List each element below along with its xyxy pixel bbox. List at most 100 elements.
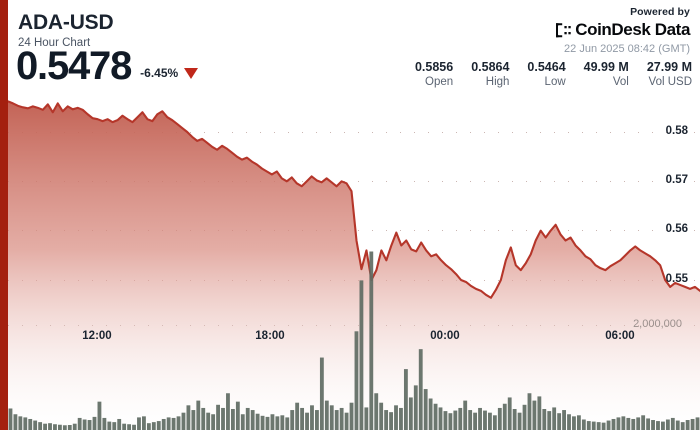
volume-bar <box>53 424 57 430</box>
volume-bar <box>527 393 532 430</box>
volume-bar <box>290 410 295 430</box>
volume-bar <box>453 410 458 430</box>
volume-bar <box>235 401 240 430</box>
volume-bar <box>191 410 196 430</box>
volume-bar <box>374 393 379 430</box>
price-area-fill <box>8 101 700 430</box>
volume-bar <box>122 423 127 430</box>
volume-bar <box>665 419 670 430</box>
volume-bar <box>354 331 359 430</box>
volume-bar <box>33 420 38 430</box>
volume-bar <box>463 400 468 430</box>
volume-bar <box>72 423 77 430</box>
volume-bar <box>399 407 403 430</box>
volume-bar <box>685 420 690 430</box>
volume-bar <box>112 422 117 430</box>
volume-bar <box>517 412 522 430</box>
volume-bar <box>43 423 47 430</box>
volume-bar <box>675 420 680 430</box>
volume-bar <box>572 416 576 430</box>
volume-bar <box>621 416 626 430</box>
volume-bar <box>631 418 636 430</box>
volume-bar <box>240 414 245 430</box>
volume-bar <box>117 418 122 430</box>
volume-bar <box>562 410 566 430</box>
volume-bar <box>656 421 660 430</box>
volume-bar <box>349 402 354 430</box>
volume-bar <box>87 420 92 430</box>
volume-bar <box>344 412 349 430</box>
volume-bar <box>265 416 270 430</box>
volume-bar <box>196 400 201 430</box>
volume-bar <box>137 417 141 430</box>
volume-bar <box>255 413 260 430</box>
volume-bar <box>651 420 655 430</box>
volume-bar <box>413 385 418 430</box>
y-axis-tick: 0.58 <box>665 125 688 137</box>
volume-bar <box>28 418 33 430</box>
volume-bar <box>626 417 631 430</box>
volume-bar <box>591 421 596 430</box>
volume-bar <box>57 424 62 430</box>
volume-bar <box>369 251 374 430</box>
volume-bar <box>77 417 82 430</box>
volume-bar <box>428 398 433 430</box>
volume-bar <box>334 410 339 430</box>
volume-bar <box>468 410 473 430</box>
volume-bar <box>38 422 43 430</box>
volume-bar <box>670 417 675 430</box>
volume-bar <box>448 413 453 430</box>
volume-bar <box>394 405 398 430</box>
volume-bar <box>512 409 517 430</box>
volume-bar <box>616 417 621 430</box>
volume-bar <box>680 422 685 430</box>
volume-bar <box>107 421 112 430</box>
price-line <box>6 100 700 299</box>
volume-bar <box>285 417 290 430</box>
volume-bar <box>478 407 482 430</box>
volume-bar <box>389 412 393 430</box>
volume-bar <box>92 416 97 430</box>
volume-bar <box>364 407 369 430</box>
volume-bar <box>300 407 305 430</box>
volume-bar <box>13 414 18 430</box>
volume-bar <box>132 424 136 430</box>
volume-bar <box>423 389 428 430</box>
volume-bar <box>690 418 695 430</box>
volume-bar <box>492 415 497 430</box>
volume-bar <box>438 407 443 430</box>
volume-bar <box>270 414 275 430</box>
volume-bar <box>62 425 67 430</box>
volume-bar <box>418 349 423 430</box>
volume-bar <box>502 403 507 430</box>
volume-bars <box>8 251 700 430</box>
y-axis-tick: 0.56 <box>665 223 688 235</box>
x-axis-tick: 06:00 <box>605 330 635 342</box>
volume-bar <box>606 420 611 430</box>
volume-bar <box>433 403 438 430</box>
volume-bar <box>161 418 166 430</box>
volume-bar <box>458 407 463 430</box>
volume-bar <box>473 412 478 430</box>
volume-bar <box>586 421 591 430</box>
volume-bar <box>384 410 389 430</box>
volume-bar <box>329 405 334 430</box>
volume-bar <box>211 414 216 430</box>
volume-bar <box>488 412 492 430</box>
volume-bar <box>319 357 324 430</box>
x-axis-tick: 18:00 <box>255 330 285 342</box>
volume-bar <box>310 405 314 430</box>
volume-bar <box>142 416 146 430</box>
volume-bar <box>695 417 700 430</box>
volume-bar <box>537 396 542 430</box>
left-accent-bar <box>0 0 8 430</box>
volume-bar <box>260 415 265 430</box>
volume-bar <box>576 415 581 430</box>
volume-bar <box>581 419 586 430</box>
volume-bar <box>245 407 250 430</box>
volume-bar <box>379 402 384 430</box>
volume-bar <box>547 411 552 430</box>
volume-bar <box>201 407 206 430</box>
volume-bar <box>507 397 512 430</box>
